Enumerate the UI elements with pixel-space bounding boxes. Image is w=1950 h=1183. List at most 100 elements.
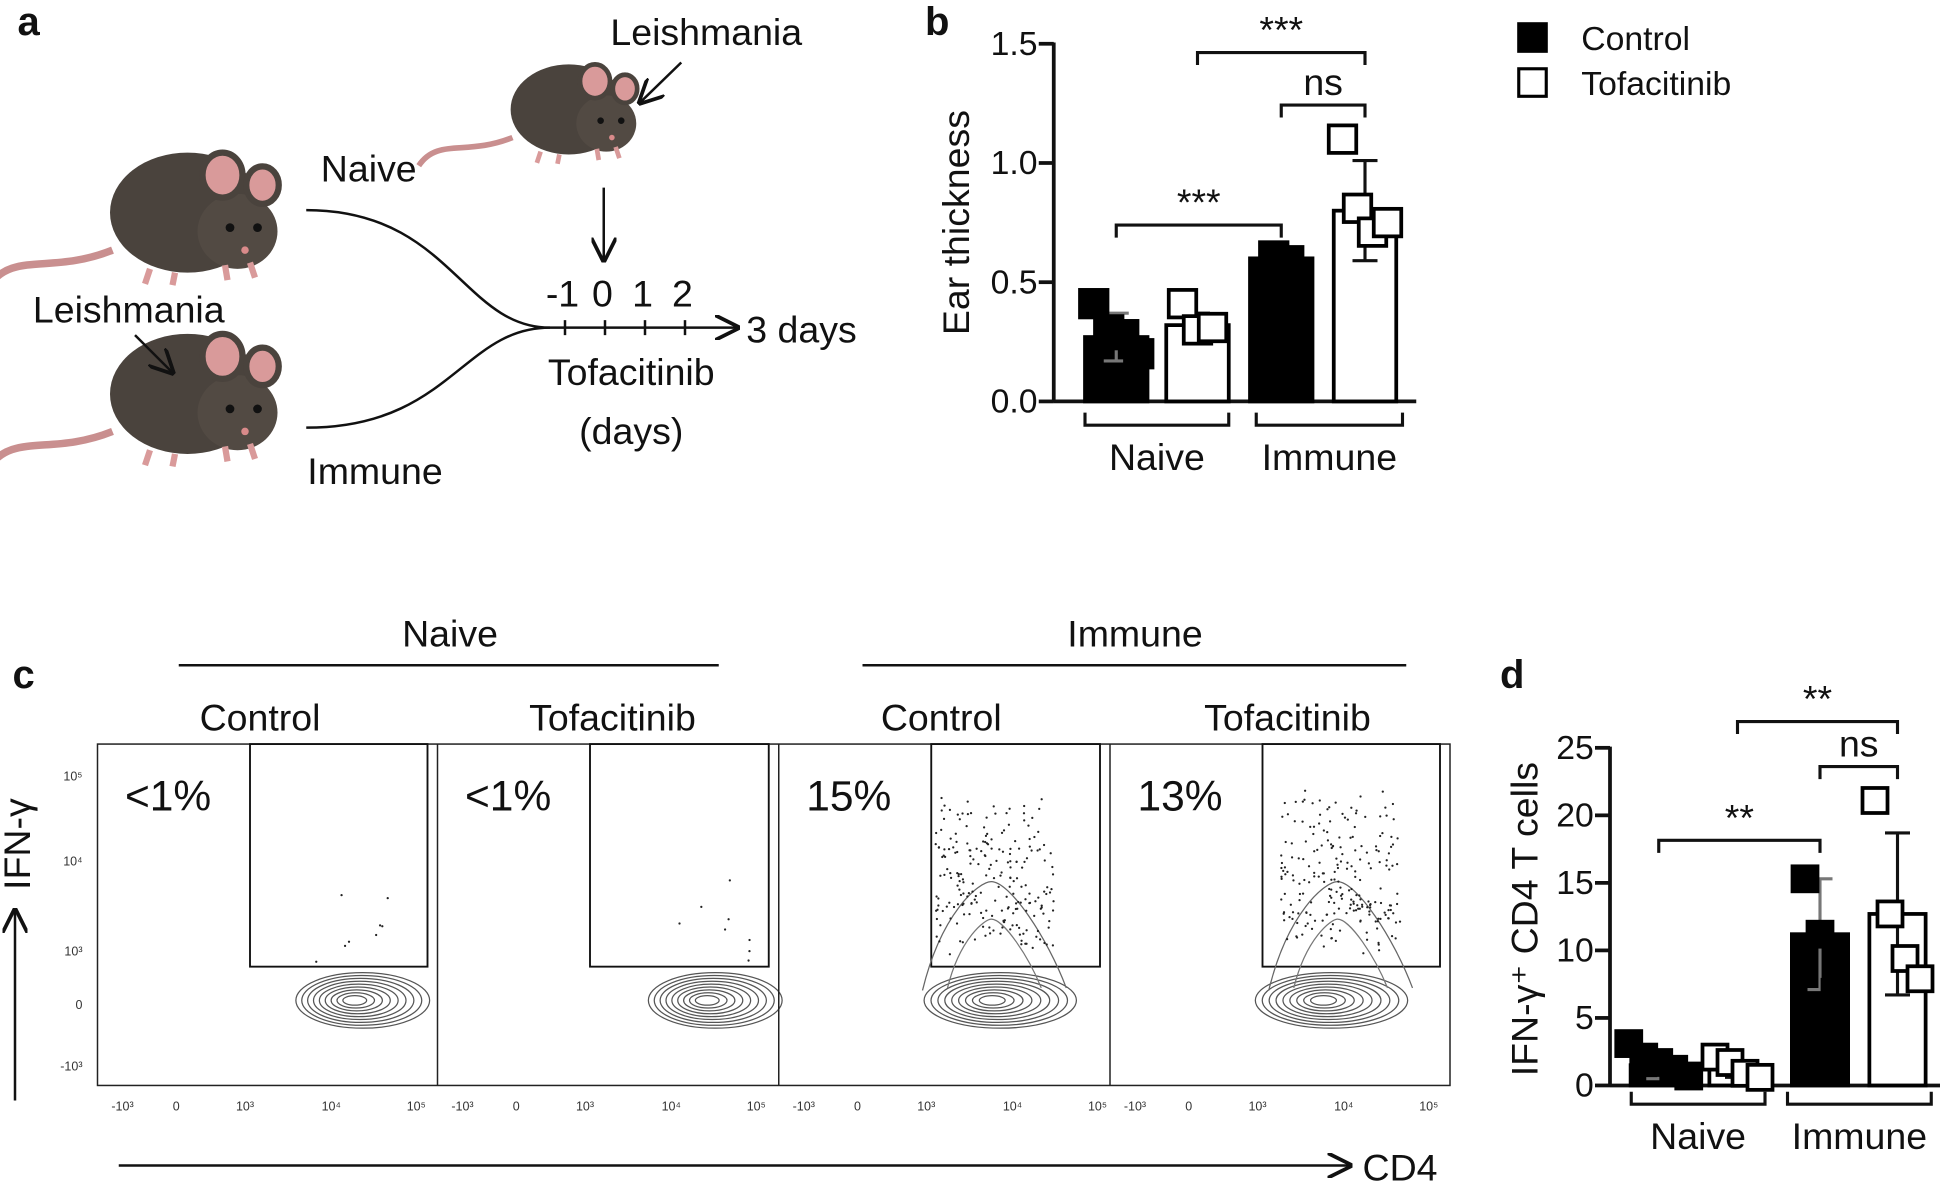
contour [683, 989, 736, 1012]
event-dot [1318, 813, 1322, 816]
event-dot [1012, 892, 1015, 895]
event-dot [1340, 897, 1344, 900]
event-dot [1028, 837, 1031, 841]
event-dot [1354, 812, 1358, 815]
event-dot [1389, 845, 1393, 849]
event-dot [949, 837, 952, 840]
event-dot [1326, 830, 1329, 834]
event-dot [1339, 894, 1343, 897]
mouse-icon [419, 64, 637, 165]
data-point [1674, 1061, 1704, 1091]
event-dot [1360, 903, 1364, 906]
event-dot [986, 832, 989, 835]
event-dot [1358, 878, 1362, 882]
event-dot [1368, 910, 1371, 913]
y-tick-label: 20 [1556, 797, 1594, 835]
event-dot [1304, 840, 1307, 843]
event-dot [1022, 812, 1026, 815]
event-dot [1015, 860, 1018, 863]
significance-bracket [1195, 50, 1367, 66]
event-dot [985, 909, 988, 912]
event-dot [1012, 912, 1015, 915]
event-dot [1052, 900, 1055, 903]
event-dot [935, 909, 938, 912]
event-dot [1395, 863, 1399, 866]
event-dot [1330, 888, 1333, 891]
event-dot [1280, 861, 1284, 865]
data-point [1805, 919, 1835, 949]
event-dot [1398, 920, 1402, 923]
x-tick-label: 10⁴ [662, 1099, 681, 1113]
event-dot [1012, 880, 1015, 883]
data-point [1745, 1062, 1775, 1092]
event-dot [949, 876, 953, 880]
event-dot [966, 895, 969, 898]
event-dot [1366, 906, 1369, 909]
y-axis-label: Ear thickness [935, 110, 977, 335]
event-dot [1385, 859, 1388, 862]
event-dot [1303, 878, 1306, 882]
event-dot [941, 909, 944, 913]
x-tick-label: -10³ [451, 1099, 473, 1113]
event-dot [1045, 892, 1048, 896]
event-dot [1028, 845, 1031, 848]
event-dot [1000, 871, 1003, 874]
event-dot [1015, 877, 1019, 880]
event-dot [1395, 902, 1399, 906]
event-dot [347, 940, 351, 943]
event-dot [1001, 850, 1005, 853]
event-dot [315, 960, 318, 963]
event-dot [1318, 822, 1321, 825]
x-tick-label: Naive [1650, 1115, 1746, 1157]
contour [921, 880, 1067, 991]
event-dot [1050, 888, 1053, 891]
event-dot [992, 929, 995, 932]
event-dot [1313, 871, 1316, 874]
contour [688, 992, 728, 1009]
condition-label: Tofacitinib [1204, 696, 1371, 738]
event-dot [343, 944, 347, 948]
x-tick-label: 10⁵ [407, 1099, 426, 1113]
event-dot [1339, 886, 1342, 889]
event-dot [1020, 939, 1023, 942]
data-point [1078, 288, 1110, 320]
x-tick-label: Naive [1109, 436, 1205, 478]
event-dot [1009, 928, 1012, 931]
event-dot [1385, 814, 1388, 817]
event-dot [961, 941, 964, 944]
event-dot [1360, 845, 1363, 848]
event-dot [1048, 891, 1052, 894]
event-dot [1306, 922, 1309, 925]
event-dot [1042, 843, 1046, 847]
event-dot [1333, 878, 1336, 881]
event-dot [1387, 908, 1390, 912]
y-tick-label: 5 [1575, 999, 1594, 1037]
event-dot [1051, 944, 1055, 947]
event-dot [1358, 894, 1361, 897]
event-dot [974, 894, 977, 898]
event-dot [1352, 909, 1355, 912]
event-dot [1006, 907, 1010, 910]
event-dot [1002, 829, 1006, 832]
event-dot [1286, 870, 1289, 873]
x-tick-label: -10³ [793, 1099, 815, 1113]
event-dot [985, 816, 988, 819]
event-dot [1022, 932, 1025, 935]
event-dot [1352, 900, 1355, 903]
significance-label: *** [1259, 9, 1303, 51]
x-tick-label: Immune [1792, 1115, 1927, 1157]
x-tick-label: 10⁵ [1088, 1099, 1107, 1113]
event-dot [1016, 907, 1019, 910]
event-dot [1282, 869, 1285, 872]
contour [318, 983, 399, 1018]
event-dot [1329, 843, 1333, 846]
event-dot [1038, 938, 1042, 941]
event-dot [1008, 885, 1011, 888]
event-dot [1391, 843, 1395, 846]
event-dot [1316, 848, 1319, 851]
event-dot [1341, 852, 1344, 856]
event-dot [1333, 901, 1336, 905]
event-dot [1294, 800, 1297, 804]
event-dot [940, 828, 943, 831]
